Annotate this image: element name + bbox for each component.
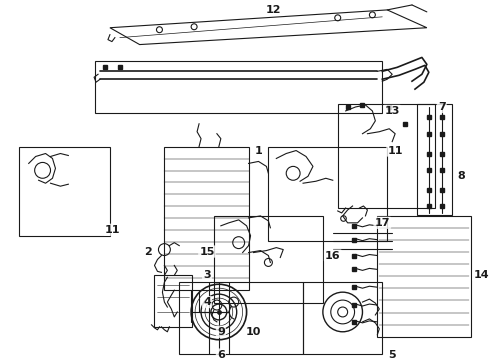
Text: 11: 11 (105, 225, 121, 235)
Bar (179, 282, 303, 354)
Text: 16: 16 (325, 251, 341, 261)
Bar (338, 104, 435, 208)
Text: 8: 8 (458, 171, 466, 181)
Text: 15: 15 (199, 247, 215, 257)
Text: 7: 7 (438, 102, 445, 112)
Text: 13: 13 (385, 106, 400, 116)
Text: 1: 1 (255, 145, 262, 156)
Text: 10: 10 (246, 327, 261, 337)
Text: 3: 3 (203, 270, 211, 280)
Bar (303, 282, 382, 354)
Text: 9: 9 (217, 327, 225, 337)
Bar (165, 147, 248, 290)
Text: 14: 14 (473, 270, 489, 280)
Bar (19, 147, 110, 236)
Text: 6: 6 (217, 350, 225, 360)
Bar (154, 275, 192, 327)
Text: 5: 5 (389, 350, 396, 360)
Bar (269, 147, 387, 241)
Bar (417, 104, 452, 215)
Text: 4: 4 (203, 297, 211, 307)
Bar (377, 216, 471, 337)
Text: 11: 11 (388, 145, 403, 156)
Bar (95, 62, 382, 113)
Text: 2: 2 (144, 247, 151, 257)
Text: 17: 17 (374, 218, 390, 228)
Bar (214, 216, 323, 303)
Text: 12: 12 (266, 5, 281, 15)
